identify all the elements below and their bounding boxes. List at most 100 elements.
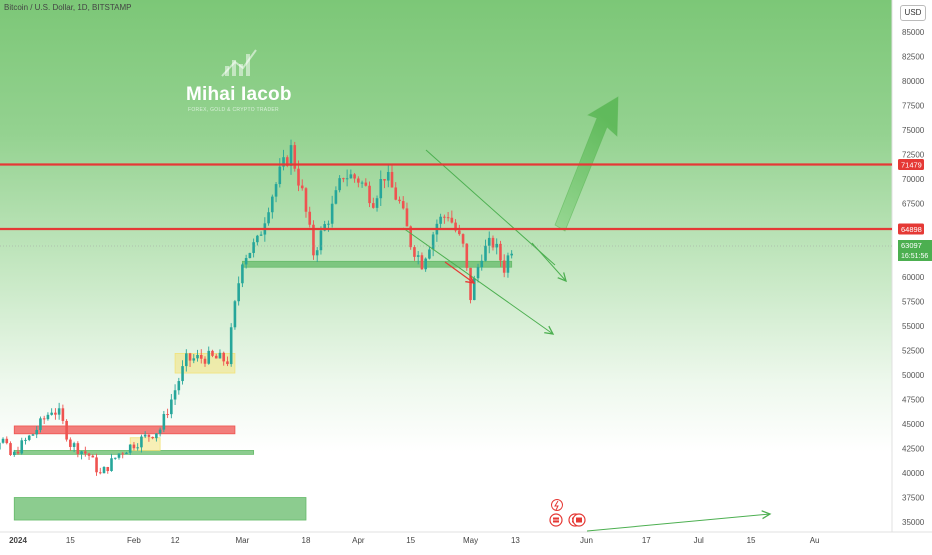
candle — [20, 437, 24, 455]
x-tick-label: Feb — [127, 536, 141, 545]
last-price-badge: 63097 16:51:56 — [898, 240, 932, 261]
x-tick-label: 15 — [406, 536, 415, 545]
candle — [312, 220, 315, 260]
candle-body — [80, 451, 83, 455]
candle-body — [132, 444, 136, 449]
candle — [35, 426, 38, 439]
candle-body — [312, 224, 315, 256]
candle-body — [308, 211, 312, 225]
candle-body — [16, 451, 20, 454]
symbol-title[interactable]: Bitcoin / U.S. Dollar, 1D, BITSTAMP — [4, 3, 132, 12]
candle-body — [319, 230, 323, 251]
y-tick-label: 70000 — [902, 175, 925, 184]
candle — [256, 234, 259, 246]
candle-body — [300, 185, 304, 189]
candle — [319, 226, 323, 255]
flag-icon — [576, 517, 582, 523]
candle-body — [84, 451, 87, 454]
candle — [368, 181, 371, 208]
dividend-event-icon[interactable] — [551, 499, 563, 511]
candle-body — [12, 451, 16, 456]
y-tick-label: 50000 — [902, 371, 925, 380]
candle — [465, 243, 469, 271]
candle — [143, 431, 147, 439]
candle — [9, 441, 12, 456]
candle — [386, 164, 390, 188]
candle-body — [222, 352, 225, 362]
candle-body — [87, 453, 91, 456]
y-tick-label: 52500 — [902, 347, 925, 356]
candle-body — [353, 174, 356, 179]
y-tick-label: 85000 — [902, 28, 925, 37]
channel-upper-trendline — [425, 149, 556, 266]
candle — [27, 434, 31, 442]
candle-body — [125, 452, 128, 455]
candle — [170, 394, 173, 419]
countdown-text: 16:51:56 — [901, 253, 928, 260]
candle — [57, 402, 61, 420]
candle-body — [106, 466, 110, 472]
candle — [177, 377, 181, 395]
candle-body — [323, 224, 326, 231]
candle-body — [454, 222, 457, 231]
last-price-text: 63097 — [901, 241, 922, 250]
candle-body — [20, 440, 24, 454]
candle-body — [31, 434, 35, 436]
economic-event-icon[interactable] — [572, 513, 586, 527]
candle-body — [42, 418, 46, 420]
candle — [293, 141, 297, 172]
x-tick-label: Jul — [694, 536, 704, 545]
candle-body — [375, 198, 379, 208]
candle-body — [413, 247, 416, 257]
candle-body — [244, 257, 248, 265]
candle — [506, 252, 510, 278]
candle-body — [458, 230, 461, 235]
candle — [502, 254, 506, 278]
candle — [132, 441, 136, 451]
bolt-icon — [554, 500, 559, 511]
candle — [185, 349, 188, 372]
candle-body — [199, 354, 203, 359]
candle — [300, 179, 304, 191]
candle — [364, 178, 368, 187]
candle — [173, 384, 177, 405]
candle — [353, 172, 356, 183]
candle — [140, 434, 143, 453]
candle — [454, 219, 457, 233]
candle — [476, 263, 480, 283]
candle — [214, 353, 218, 359]
x-tick-label: Jun — [580, 536, 593, 545]
economic-event-icon[interactable] — [549, 513, 563, 527]
candle-body — [69, 439, 72, 447]
candle-body — [259, 234, 263, 236]
candle-body — [334, 190, 338, 204]
candle-body — [469, 267, 472, 301]
candle — [357, 176, 360, 188]
candle — [304, 187, 308, 218]
y-tick-label: 57500 — [902, 298, 925, 307]
candle-body — [342, 178, 345, 180]
candle — [315, 247, 319, 262]
candle-body — [271, 196, 274, 213]
candle-body — [349, 174, 353, 179]
candle — [199, 349, 203, 364]
candle — [450, 210, 454, 224]
candle — [491, 235, 495, 251]
candle-body — [368, 185, 371, 204]
candle-body — [409, 226, 412, 248]
candle-body — [170, 399, 173, 415]
candle-body — [185, 353, 188, 367]
candle — [84, 446, 87, 457]
candle-body — [506, 255, 510, 273]
candle-body — [390, 171, 394, 188]
candle-body — [241, 264, 244, 284]
candle-body — [207, 350, 211, 364]
candle-body — [364, 182, 368, 186]
candle-body — [76, 443, 80, 455]
candle — [87, 452, 91, 460]
candle — [158, 427, 162, 437]
currency-button[interactable]: USD — [900, 5, 926, 21]
candle-body — [315, 250, 319, 256]
